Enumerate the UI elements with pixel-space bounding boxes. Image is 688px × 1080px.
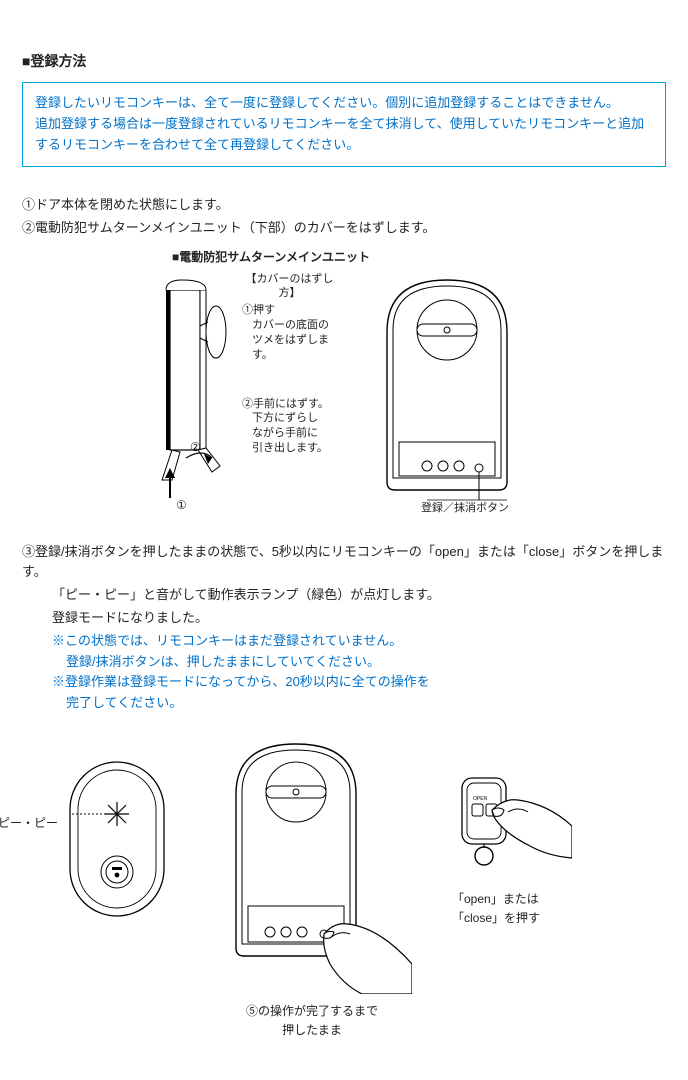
- arrow-label-1: ①: [176, 496, 187, 515]
- step-3a: ③登録/抹消ボタンを押したままの状態で、5秒以内にリモコンキーの「open」また…: [22, 542, 666, 584]
- side-view-block: ① ② 【カバーのはずし方】 ①押す カバーの底面の ツメをはずします。 ②手前…: [112, 272, 337, 512]
- remote-cap-2: 「close」を押す: [452, 909, 572, 928]
- front-view-diagram: [367, 272, 527, 522]
- callout-1a: カバーの底面の: [242, 318, 337, 333]
- note-2b: 完了してください。: [66, 693, 666, 714]
- figure-row-2: ピー・ピー: [62, 734, 666, 1040]
- callout-2-num: ②手前にはずす。: [242, 397, 337, 412]
- remote-caption: 「open」または 「close」を押す: [452, 890, 572, 928]
- section-title: ■登録方法: [22, 50, 666, 72]
- step-2: ②電動防犯サムターンメインユニット（下部）のカバーをはずします。: [22, 218, 666, 239]
- front-view-block: 登録／抹消ボタン: [367, 272, 527, 522]
- callout-2c: 引き出します。: [242, 441, 337, 456]
- step-3c: 登録モードになりました。: [52, 608, 666, 629]
- notice-line-2: 追加登録する場合は一度登録されているリモコンキーを全て抹消して、使用していたリモ…: [35, 114, 653, 156]
- notice-line-1: 登録したいリモコンキーは、全て一度に登録してください。個別に追加登録することはで…: [35, 93, 653, 114]
- lower-caption: ⑤の操作が完了するまで 押したまま: [212, 1002, 412, 1040]
- arrow-label-2: ②: [190, 438, 201, 457]
- press-unit-diagram: [212, 734, 412, 994]
- callout-2a: 下方にずらし: [242, 411, 337, 426]
- register-button-label: 登録／抹消ボタン: [421, 500, 509, 518]
- side-view-diagram: [112, 272, 242, 512]
- notice-box: 登録したいリモコンキーは、全て一度に登録してください。個別に追加登録することはで…: [22, 82, 666, 166]
- lower-cap-2: 押したまま: [212, 1021, 412, 1040]
- press-unit-block: ⑤の操作が完了するまで 押したまま: [212, 734, 412, 1040]
- note-2: ※登録作業は登録モードになってから、20秒以内に全ての操作を: [52, 672, 666, 693]
- lamp-unit-diagram: [62, 754, 172, 924]
- remote-diagram: OPEN: [452, 764, 572, 884]
- callout-1b: ツメをはずします。: [242, 333, 337, 363]
- note-1: ※この状態では、リモコンキーはまだ登録されていません。: [52, 631, 666, 652]
- step-3b: 「ピー・ピー」と音がして動作表示ランプ（緑色）が点灯します。: [52, 585, 666, 606]
- remote-block: OPEN 「open」または 「close」を押す: [452, 764, 572, 928]
- cover-heading: 【カバーのはずし方】: [242, 272, 337, 302]
- unit-heading: ■電動防犯サムターンメインユニット: [172, 248, 666, 267]
- callout-1-num: ①押す: [242, 303, 337, 318]
- lamp-unit-block: ピー・ピー: [62, 754, 172, 924]
- note-1b: 登録/抹消ボタンは、押したままにしていてください。: [66, 652, 666, 673]
- callout-2b: ながら手前に: [242, 426, 337, 441]
- remote-cap-1: 「open」または: [452, 890, 572, 909]
- beep-label: ピー・ピー: [0, 814, 58, 833]
- lower-cap-1: ⑤の操作が完了するまで: [212, 1002, 412, 1021]
- svg-text:OPEN: OPEN: [473, 796, 488, 802]
- figure-row-1: ① ② 【カバーのはずし方】 ①押す カバーの底面の ツメをはずします。 ②手前…: [112, 272, 666, 522]
- step-1: ①ドア本体を閉めた状態にします。: [22, 195, 666, 216]
